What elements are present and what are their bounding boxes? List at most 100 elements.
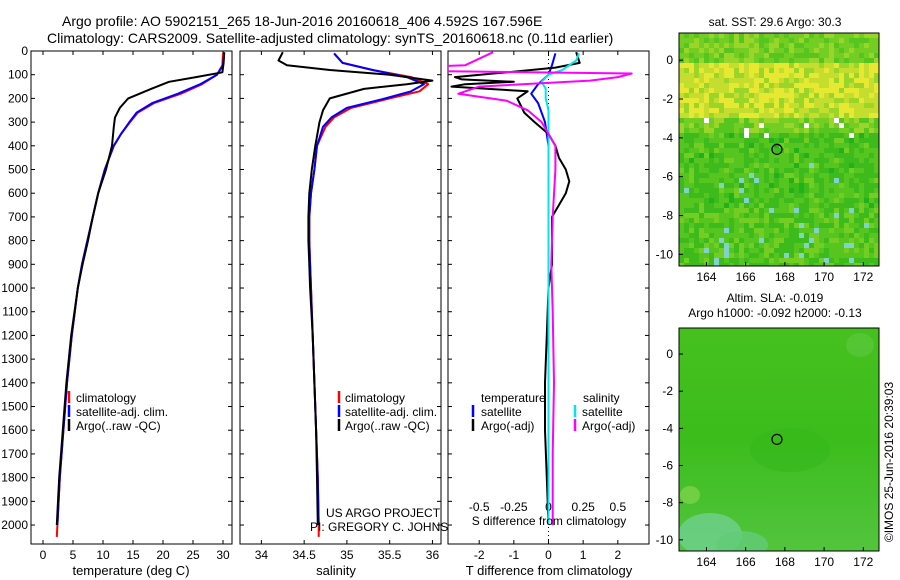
sst-cell bbox=[729, 168, 734, 173]
sst-cell bbox=[744, 178, 749, 183]
sst-cell bbox=[774, 118, 779, 123]
sst-cell bbox=[799, 78, 804, 83]
sst-cell bbox=[799, 198, 804, 203]
sst-cell bbox=[769, 133, 774, 138]
sst-cell bbox=[804, 193, 809, 198]
sst-cell bbox=[834, 93, 839, 98]
sst-cell bbox=[844, 193, 849, 198]
sst-cell bbox=[854, 118, 859, 123]
sst-cell bbox=[739, 263, 744, 266]
sst-cell bbox=[764, 223, 769, 228]
sst-cell bbox=[804, 143, 809, 148]
sst-cell bbox=[844, 168, 849, 173]
sst-cell bbox=[764, 68, 769, 73]
sst-cell bbox=[684, 168, 689, 173]
sst-cell bbox=[739, 203, 744, 208]
sst-cell bbox=[714, 118, 719, 123]
sst-cell bbox=[704, 63, 709, 68]
sst-cell bbox=[864, 148, 869, 153]
sst-cell bbox=[804, 213, 809, 218]
sst-cell bbox=[739, 223, 744, 228]
sst-cell bbox=[754, 248, 759, 253]
sst-cell bbox=[849, 188, 854, 193]
sst-cell bbox=[719, 228, 724, 233]
sst-cell bbox=[684, 113, 689, 118]
sst-cell bbox=[819, 203, 824, 208]
sst-cell bbox=[684, 43, 689, 48]
sst-cell bbox=[694, 168, 699, 173]
sst-cell bbox=[754, 183, 759, 188]
sst-cell bbox=[759, 258, 764, 263]
sst-cell bbox=[859, 228, 864, 233]
sst-cell bbox=[799, 58, 804, 63]
sst-cell bbox=[794, 53, 799, 58]
sst-cell bbox=[869, 208, 874, 213]
sst-cell bbox=[804, 113, 809, 118]
sst-cell bbox=[849, 128, 854, 133]
sst-cell bbox=[764, 73, 769, 78]
sst-cell bbox=[824, 198, 829, 203]
sst-cell bbox=[824, 148, 829, 153]
sst-cell bbox=[774, 63, 779, 68]
sst-cell bbox=[724, 88, 729, 93]
sst-cell bbox=[829, 173, 834, 178]
sst-cell bbox=[864, 133, 869, 138]
sst-cell bbox=[819, 33, 824, 38]
sst-cell bbox=[734, 68, 739, 73]
sst-cell bbox=[864, 163, 869, 168]
sst-cell bbox=[789, 263, 794, 266]
sst-cell bbox=[764, 58, 769, 63]
sst-cell bbox=[859, 73, 864, 78]
sst-cell bbox=[774, 208, 779, 213]
sst-cell bbox=[769, 108, 774, 113]
sst-cell bbox=[789, 233, 794, 238]
sst-cell bbox=[844, 58, 849, 63]
sst-cell bbox=[794, 143, 799, 148]
sst-cell bbox=[774, 58, 779, 63]
sst-cell bbox=[864, 48, 869, 53]
sst-cell bbox=[789, 198, 794, 203]
sst-cell bbox=[764, 98, 769, 103]
sst-cell bbox=[814, 128, 819, 133]
sst-cell bbox=[739, 108, 744, 113]
sst-cell bbox=[854, 143, 859, 148]
sst-cell bbox=[854, 218, 859, 223]
sst-cell bbox=[844, 208, 849, 213]
sst-cell bbox=[754, 43, 759, 48]
sst-cell bbox=[754, 258, 759, 263]
sst-cell bbox=[769, 88, 774, 93]
sst-cell bbox=[714, 203, 719, 208]
sst-cell bbox=[809, 248, 814, 253]
sst-cell bbox=[804, 178, 809, 183]
sst-cell bbox=[779, 83, 784, 88]
sst-cell bbox=[689, 103, 694, 108]
sst-cell bbox=[789, 83, 794, 88]
sst-cell bbox=[814, 58, 819, 63]
sst-cell bbox=[824, 153, 829, 158]
sst-cell bbox=[704, 138, 709, 143]
sst-cell bbox=[839, 63, 844, 68]
sst-cell bbox=[744, 113, 749, 118]
sst-cell bbox=[724, 158, 729, 163]
sst-cell bbox=[784, 158, 789, 163]
sst-cell bbox=[699, 38, 704, 43]
sst-cell bbox=[754, 108, 759, 113]
sst-cell bbox=[794, 73, 799, 78]
sst-cell bbox=[764, 48, 769, 53]
sst-cell bbox=[724, 48, 729, 53]
sst-cell bbox=[804, 228, 809, 233]
sst-cell bbox=[684, 263, 689, 266]
sst-cell bbox=[804, 258, 809, 263]
sst-cell bbox=[799, 183, 804, 188]
sst-cell bbox=[734, 143, 739, 148]
sst-cell bbox=[869, 248, 874, 253]
sst-cell bbox=[854, 83, 859, 88]
sst-cell bbox=[744, 133, 749, 138]
sst-cell bbox=[714, 198, 719, 203]
sst-cell bbox=[779, 178, 784, 183]
sst-cell bbox=[839, 98, 844, 103]
sst-cell bbox=[749, 98, 754, 103]
sst-cell bbox=[754, 163, 759, 168]
sst-cell bbox=[699, 173, 704, 178]
sst-cell bbox=[749, 188, 754, 193]
